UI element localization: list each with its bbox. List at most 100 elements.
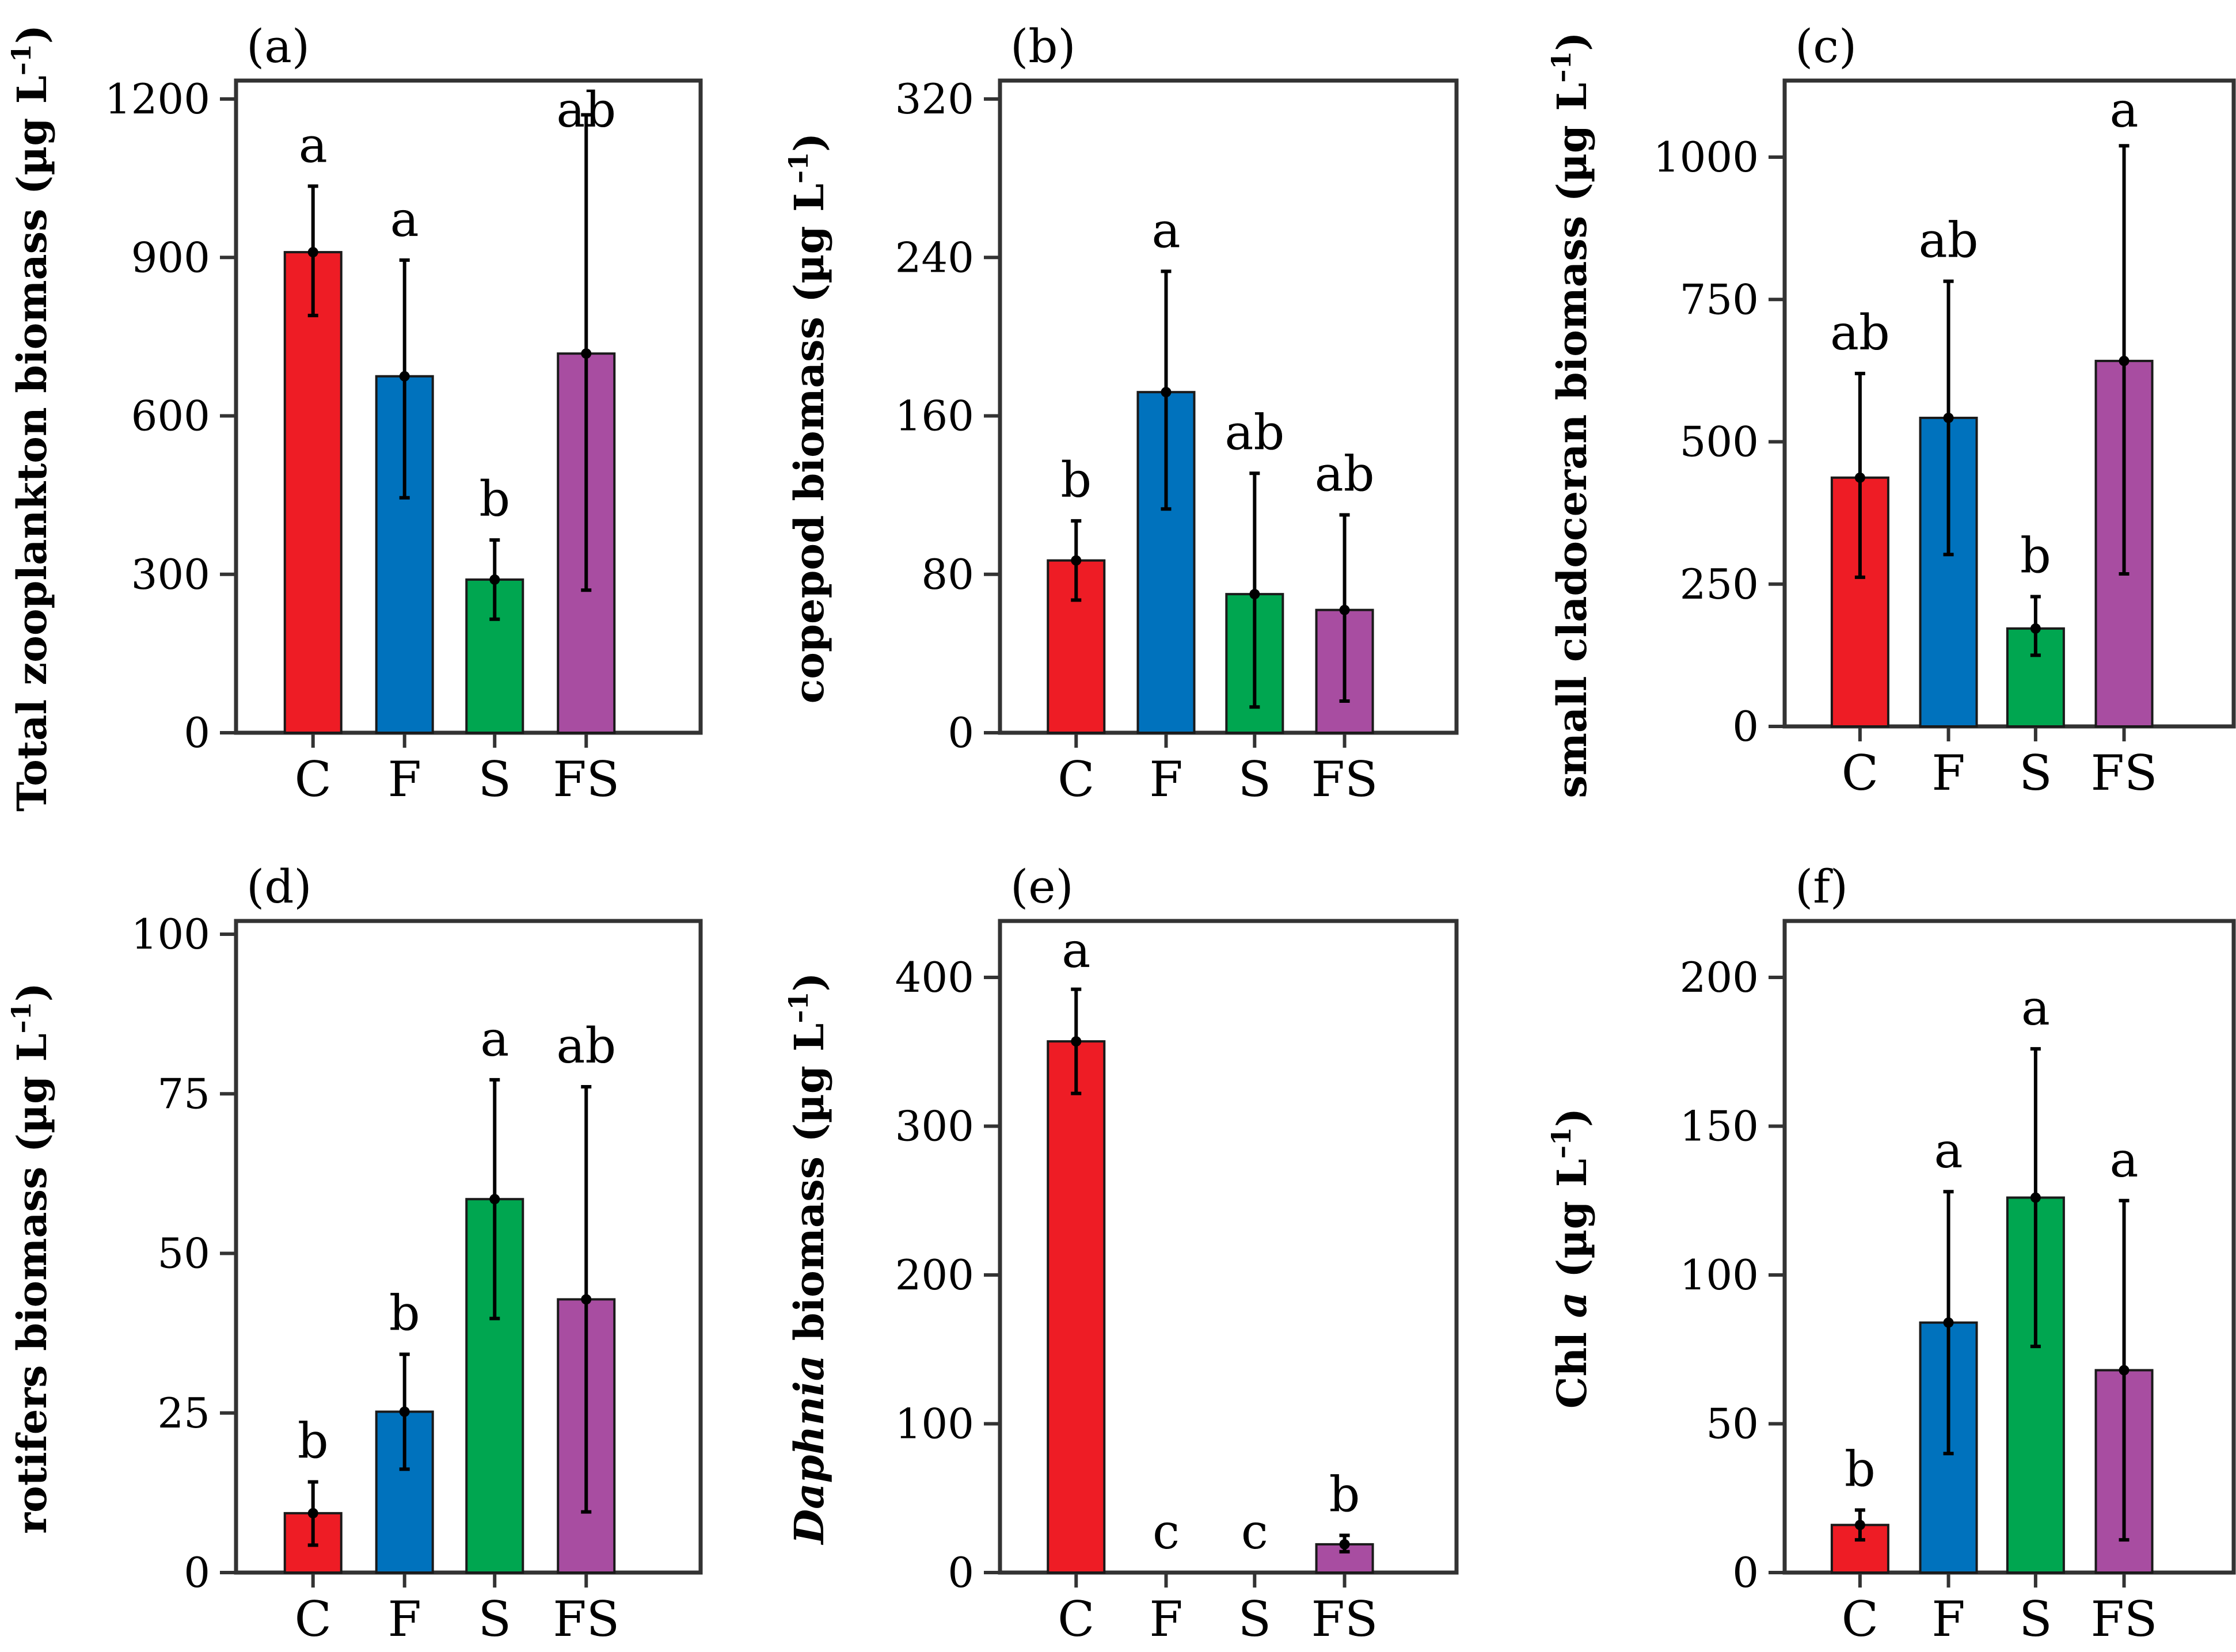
significance-letter: a [2109, 1132, 2138, 1188]
significance-letter: b [1329, 1466, 1360, 1522]
category-label: FS [553, 751, 619, 808]
mean-dot [2119, 1365, 2129, 1376]
category-label: S [2019, 1591, 2052, 1647]
significance-letter: a [1934, 1122, 1963, 1179]
category-label: FS [2091, 745, 2158, 801]
significance-letter: b [298, 1413, 329, 1470]
category-label: FS [1311, 1591, 1378, 1647]
mean-dot [581, 348, 592, 359]
category-label: FS [553, 1591, 619, 1647]
y-tick-label: 0 [1732, 702, 1759, 751]
panel-label: (c) [1795, 20, 1857, 73]
y-tick-label: 50 [157, 1230, 210, 1278]
significance-letter: ab [1830, 304, 1890, 361]
significance-letter: b [479, 471, 510, 527]
mean-dot [1071, 1036, 1082, 1047]
category-label: S [1238, 751, 1272, 808]
y-tick-label: 0 [948, 709, 974, 757]
significance-letter: a [390, 191, 419, 248]
y-tick-label: 25 [157, 1389, 210, 1437]
category-label: C [1842, 1591, 1878, 1647]
significance-letter: a [2109, 82, 2138, 138]
y-tick-label: 500 [1680, 418, 1759, 466]
mean-dot [2119, 356, 2129, 367]
y-tick-label: 75 [157, 1069, 210, 1118]
category-label: FS [2091, 1591, 2158, 1647]
bar-s [2006, 1196, 2065, 1574]
mean-dot [1249, 589, 1260, 600]
y-axis-title: Chl a (µg L–1) [1546, 1108, 1596, 1409]
y-tick-label: 0 [184, 1548, 210, 1597]
y-tick-label: 900 [131, 233, 210, 281]
mean-dot [489, 1194, 500, 1205]
significance-letter: a [480, 1011, 509, 1067]
panel-label: (f) [1795, 860, 1848, 913]
significance-letter: b [2020, 528, 2051, 584]
mean-dot [1071, 555, 1082, 566]
mean-dot [1339, 604, 1350, 615]
y-tick-label: 0 [1732, 1548, 1759, 1597]
y-tick-label: 300 [895, 1102, 974, 1151]
panel-b: 0 80 160 240 320 Cb Fa Sab FS ab (b) copepod biomas… [783, 20, 1459, 808]
y-tick-label: 600 [131, 392, 210, 440]
category-label: F [1149, 1591, 1182, 1647]
significance-letter: ab [556, 1018, 616, 1074]
significance-letter: b [1060, 452, 1092, 508]
y-tick-label: 80 [921, 550, 974, 599]
y-axis-title: Total zooplankton biomass (µg L–1) [6, 25, 56, 812]
category-label: C [295, 751, 332, 808]
y-tick-label: 160 [895, 392, 974, 440]
y-tick-label: 750 [1680, 275, 1759, 323]
panel-f: 0 50 100 150 200 Cb Fa Sa FS a (f) Chl a (µg L–1) [1546, 860, 2236, 1647]
mean-dot [2030, 1192, 2041, 1203]
category-label: S [1238, 1591, 1272, 1647]
panel-a: 0 300 600 900 1200 Ca Fa Sb FS ab (a) Total zooplan… [6, 20, 703, 812]
mean-dot [581, 1294, 592, 1305]
category-label: S [478, 1591, 511, 1647]
y-tick-label: 0 [948, 1548, 974, 1597]
significance-letter: a [1151, 202, 1180, 258]
category-label: C [295, 1591, 332, 1647]
significance-letter: a [2021, 980, 2050, 1036]
y-tick-label: 100 [131, 910, 210, 958]
y-tick-label: 1200 [105, 75, 210, 123]
panel-label: (b) [1010, 20, 1076, 73]
panel-d: 0 25 50 75 100 Cb Fb Sa FS ab (d) rotifers biomass … [6, 860, 703, 1647]
category-label: S [2019, 745, 2052, 801]
significance-letter: b [389, 1285, 420, 1342]
panel-label: (d) [246, 860, 312, 913]
category-label: F [1931, 745, 1965, 801]
mean-dot [1339, 1539, 1350, 1550]
significance-letter: c [1153, 1503, 1180, 1560]
significance-letter: a [1062, 922, 1090, 979]
significance-letter: a [299, 117, 328, 173]
y-axis-title: copepod biomass (µg L–1) [783, 133, 833, 704]
bar-c [283, 251, 343, 734]
mean-dot [1943, 1317, 1954, 1328]
significance-letter: ab [556, 82, 616, 138]
category-label: S [478, 751, 511, 808]
mean-dot [399, 1406, 410, 1417]
y-tick-label: 300 [131, 550, 210, 599]
y-tick-label: 200 [1680, 953, 1759, 1002]
bar-c [1047, 1040, 1106, 1574]
y-tick-label: 50 [1706, 1400, 1759, 1448]
y-tick-label: 150 [1680, 1102, 1759, 1151]
y-tick-label: 100 [895, 1400, 974, 1448]
panel-label: (e) [1010, 860, 1074, 913]
y-tick-label: 200 [895, 1251, 974, 1299]
y-axis-title: Daphnia biomass (µg L–1) [783, 973, 833, 1546]
category-label: F [1931, 1591, 1965, 1647]
plot-frame [998, 919, 1459, 1575]
y-tick-label: 100 [1680, 1251, 1759, 1299]
mean-dot [1943, 412, 1954, 423]
mean-dot [399, 371, 410, 382]
y-tick-label: 400 [895, 953, 974, 1002]
mean-dot [307, 1508, 318, 1518]
significance-letter: c [1241, 1503, 1268, 1560]
category-label: FS [1311, 751, 1378, 808]
category-label: C [1842, 745, 1878, 801]
mean-dot [307, 247, 318, 258]
